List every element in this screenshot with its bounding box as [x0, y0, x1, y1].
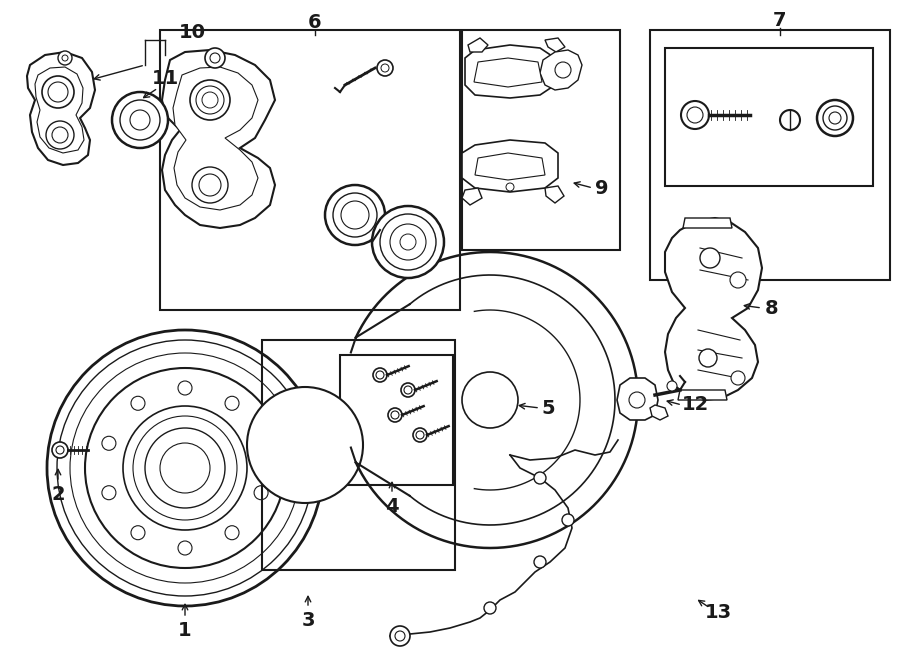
Circle shape	[46, 121, 74, 149]
Circle shape	[413, 428, 427, 442]
Circle shape	[247, 387, 363, 503]
Circle shape	[190, 80, 230, 120]
Text: 12: 12	[681, 395, 708, 414]
Circle shape	[372, 206, 444, 278]
Circle shape	[731, 371, 745, 385]
Polygon shape	[462, 188, 482, 205]
Circle shape	[699, 349, 717, 367]
Circle shape	[333, 193, 377, 237]
Polygon shape	[465, 45, 555, 98]
Circle shape	[700, 248, 720, 268]
Text: 9: 9	[595, 179, 608, 197]
Polygon shape	[665, 218, 762, 400]
Circle shape	[506, 183, 514, 191]
Polygon shape	[540, 50, 582, 90]
Polygon shape	[474, 58, 542, 87]
Text: 8: 8	[765, 299, 778, 318]
Polygon shape	[545, 38, 565, 52]
Circle shape	[112, 92, 168, 148]
Text: 3: 3	[302, 610, 315, 630]
Polygon shape	[35, 67, 84, 153]
Bar	[462, 30, 620, 250]
Circle shape	[267, 416, 275, 424]
Text: 11: 11	[151, 68, 178, 87]
Circle shape	[730, 272, 746, 288]
Polygon shape	[650, 405, 668, 420]
Bar	[160, 30, 460, 310]
Circle shape	[205, 48, 225, 68]
Circle shape	[629, 392, 645, 408]
Circle shape	[534, 556, 546, 568]
Polygon shape	[617, 378, 658, 420]
Bar	[665, 48, 873, 186]
Circle shape	[314, 481, 322, 489]
Text: 10: 10	[178, 23, 205, 42]
Text: 13: 13	[705, 602, 732, 622]
Polygon shape	[462, 140, 558, 192]
Polygon shape	[468, 38, 488, 52]
Circle shape	[562, 514, 574, 526]
Circle shape	[314, 401, 322, 409]
Bar	[650, 30, 890, 280]
Circle shape	[343, 441, 351, 449]
Text: 6: 6	[308, 13, 322, 32]
Circle shape	[267, 465, 275, 474]
Text: 1: 1	[178, 620, 192, 639]
Polygon shape	[162, 50, 275, 228]
Circle shape	[667, 381, 677, 391]
Polygon shape	[678, 390, 727, 400]
Bar	[340, 355, 453, 485]
Circle shape	[42, 76, 74, 108]
Circle shape	[817, 100, 853, 136]
Polygon shape	[173, 67, 258, 210]
Circle shape	[484, 602, 496, 614]
Circle shape	[780, 110, 800, 130]
Circle shape	[58, 51, 72, 65]
Circle shape	[390, 626, 410, 646]
Circle shape	[388, 408, 402, 422]
Polygon shape	[545, 186, 564, 203]
Circle shape	[401, 383, 415, 397]
Circle shape	[534, 472, 546, 484]
Text: 5: 5	[541, 399, 554, 418]
Circle shape	[377, 60, 393, 76]
Circle shape	[52, 442, 68, 458]
Circle shape	[681, 101, 709, 129]
Circle shape	[192, 167, 228, 203]
Text: 2: 2	[51, 485, 65, 504]
Text: 4: 4	[385, 496, 399, 516]
Polygon shape	[27, 52, 95, 165]
Text: 7: 7	[773, 11, 787, 30]
Circle shape	[373, 368, 387, 382]
Circle shape	[462, 372, 518, 428]
Polygon shape	[683, 218, 732, 228]
Bar	[262, 340, 455, 570]
Circle shape	[253, 393, 357, 497]
Circle shape	[325, 185, 385, 245]
Polygon shape	[475, 153, 545, 180]
